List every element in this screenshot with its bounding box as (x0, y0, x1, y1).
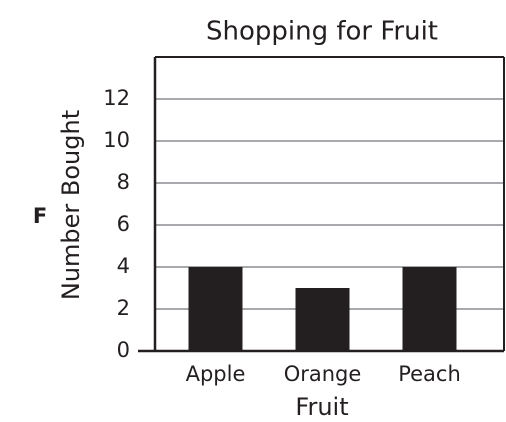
y-tick-label: 2 (117, 296, 130, 320)
chart-title: Shopping for Fruit (206, 17, 438, 47)
bar (402, 267, 457, 351)
y-axis-label: Number Bought (57, 110, 85, 300)
x-axis-label: Fruit (295, 393, 348, 421)
bar (188, 267, 243, 351)
y-tick-label: 4 (117, 254, 130, 278)
bar (295, 288, 350, 351)
y-tick-label: 8 (117, 170, 130, 194)
y-tick-label: 0 (117, 338, 130, 362)
x-tick-label: Peach (398, 362, 461, 386)
x-tick-label: Orange (284, 362, 362, 386)
x-tick-label: Apple (186, 362, 246, 386)
y-tick-label: 10 (103, 128, 130, 152)
y-tick-label: 6 (117, 212, 130, 236)
panel-label: F (33, 204, 47, 228)
y-tick-label: 12 (103, 86, 130, 110)
